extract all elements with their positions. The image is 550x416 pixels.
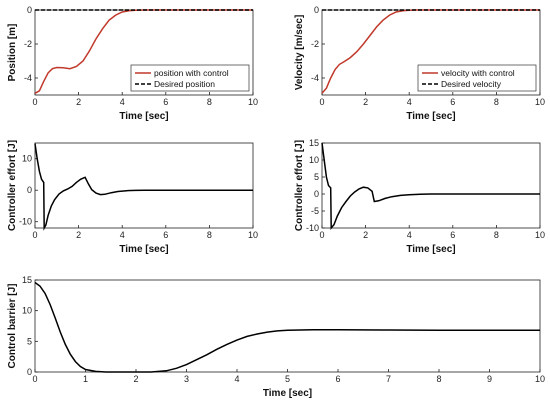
plot-area bbox=[322, 143, 540, 228]
y-tick-label: 0 bbox=[27, 185, 32, 195]
x-tick-label: 8 bbox=[207, 97, 212, 107]
legend-entry: position with control bbox=[154, 68, 229, 78]
y-tick-label: -10 bbox=[19, 217, 32, 227]
legend-entry: velocity with control bbox=[441, 68, 515, 78]
legend-entry: Desired position bbox=[154, 79, 215, 89]
x-tick-label: 4 bbox=[120, 97, 125, 107]
x-tick-label: 10 bbox=[535, 374, 545, 384]
x-tick-label: 2 bbox=[133, 374, 138, 384]
y-axis-label: Controller effort [J] bbox=[294, 140, 305, 231]
x-tick-label: 6 bbox=[450, 230, 455, 240]
y-tick-label: -2 bbox=[24, 39, 32, 49]
legend-entry: Desired velocity bbox=[441, 79, 502, 89]
x-tick-label: 10 bbox=[535, 97, 545, 107]
plot-area bbox=[35, 280, 540, 372]
y-tick-label: 5 bbox=[314, 172, 319, 182]
x-axis-label: Time [sec] bbox=[263, 388, 312, 399]
x-tick-label: 2 bbox=[363, 97, 368, 107]
x-tick-label: 2 bbox=[76, 97, 81, 107]
x-axis-label: Time [sec] bbox=[406, 111, 455, 122]
y-tick-label: -2 bbox=[311, 39, 319, 49]
x-tick-label: 0 bbox=[32, 374, 37, 384]
x-tick-label: 0 bbox=[32, 97, 37, 107]
plot-area bbox=[35, 143, 253, 228]
y-tick-label: 0 bbox=[314, 5, 319, 15]
x-tick-label: 4 bbox=[407, 97, 412, 107]
y-axis-label: Velocity [m/sec] bbox=[294, 15, 305, 91]
y-tick-label: -4 bbox=[311, 73, 319, 83]
y-tick-label: 10 bbox=[22, 306, 32, 316]
x-axis-label: Time [sec] bbox=[406, 244, 455, 255]
x-tick-label: 6 bbox=[163, 230, 168, 240]
x-tick-label: 10 bbox=[248, 230, 258, 240]
x-tick-label: 4 bbox=[407, 230, 412, 240]
y-tick-label: 0 bbox=[27, 367, 32, 377]
x-tick-label: 6 bbox=[163, 97, 168, 107]
x-axis-label: Time [sec] bbox=[119, 111, 168, 122]
x-tick-label: 0 bbox=[319, 230, 324, 240]
y-tick-label: 15 bbox=[22, 275, 32, 285]
x-tick-label: 5 bbox=[285, 374, 290, 384]
chart-2: 0 2 4 6 8 10 0 -2 -4 Time [sec] Velocity [m/sec] ve… bbox=[294, 5, 545, 122]
y-tick-label: 10 bbox=[309, 155, 319, 165]
y-tick-label: 0 bbox=[314, 189, 319, 199]
y-axis-label: Control barrier [J] bbox=[7, 283, 18, 368]
x-tick-label: 10 bbox=[535, 230, 545, 240]
chart-5: 0 1 2 3 4 5 6 7 8 9 10 15 10 5 0 Time [sec] Control barr… bbox=[7, 275, 545, 399]
chart-4: 0 2 4 6 8 10 15 10 5 0 -5 -10 Time [sec] Controller e… bbox=[294, 138, 545, 255]
x-tick-label: 6 bbox=[450, 97, 455, 107]
y-tick-label: 0 bbox=[27, 5, 32, 15]
x-tick-label: 9 bbox=[487, 374, 492, 384]
x-tick-label: 2 bbox=[76, 230, 81, 240]
y-axis-label: Position [m] bbox=[7, 24, 18, 82]
x-tick-label: 8 bbox=[494, 230, 499, 240]
x-tick-label: 0 bbox=[32, 230, 37, 240]
x-tick-label: 8 bbox=[494, 97, 499, 107]
x-tick-label: 8 bbox=[436, 374, 441, 384]
x-tick-label: 3 bbox=[184, 374, 189, 384]
y-tick-label: 10 bbox=[22, 154, 32, 164]
x-tick-label: 8 bbox=[207, 230, 212, 240]
x-tick-label: 4 bbox=[234, 374, 239, 384]
x-axis-label: Time [sec] bbox=[119, 244, 168, 255]
y-tick-label: -4 bbox=[24, 73, 32, 83]
x-tick-label: 6 bbox=[335, 374, 340, 384]
y-axis-label: Controller effort [J] bbox=[7, 140, 18, 231]
x-tick-label: 10 bbox=[248, 97, 258, 107]
chart-1: 0 2 4 6 8 10 0 -2 -4 Time [sec] Position [m] positi… bbox=[7, 5, 258, 122]
y-tick-label: -5 bbox=[311, 206, 319, 216]
x-tick-label: 0 bbox=[319, 97, 324, 107]
y-tick-label: 15 bbox=[309, 138, 319, 148]
x-tick-label: 1 bbox=[83, 374, 88, 384]
y-tick-label: 5 bbox=[27, 336, 32, 346]
x-tick-label: 4 bbox=[120, 230, 125, 240]
y-tick-label: -10 bbox=[306, 223, 319, 233]
x-tick-label: 7 bbox=[386, 374, 391, 384]
x-tick-label: 2 bbox=[363, 230, 368, 240]
